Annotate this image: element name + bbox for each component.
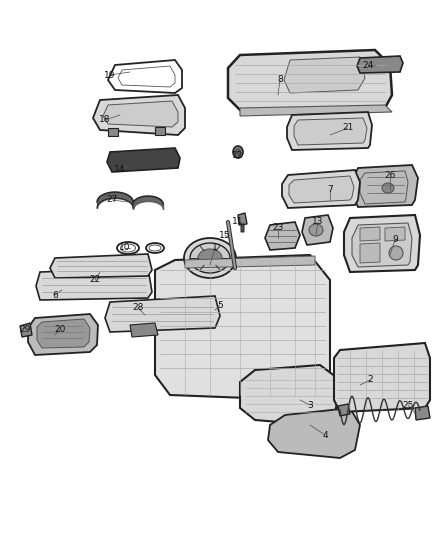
Text: 8: 8 <box>277 76 283 85</box>
Text: 19: 19 <box>104 70 116 79</box>
Polygon shape <box>155 255 330 400</box>
Ellipse shape <box>198 249 222 267</box>
Text: 23: 23 <box>272 223 284 232</box>
Polygon shape <box>334 343 430 412</box>
Text: 11: 11 <box>232 217 244 227</box>
Text: 21: 21 <box>343 124 354 133</box>
Polygon shape <box>302 215 333 245</box>
Text: 25: 25 <box>403 400 413 409</box>
Polygon shape <box>241 224 244 232</box>
Ellipse shape <box>389 246 403 260</box>
Polygon shape <box>287 112 372 150</box>
Text: 28: 28 <box>132 303 144 312</box>
Polygon shape <box>185 256 315 268</box>
Ellipse shape <box>233 146 243 158</box>
Text: 3: 3 <box>307 400 313 409</box>
Ellipse shape <box>309 224 323 236</box>
Polygon shape <box>385 227 405 241</box>
Polygon shape <box>240 365 340 425</box>
Polygon shape <box>93 95 185 135</box>
Text: 10: 10 <box>119 244 131 253</box>
Polygon shape <box>357 56 403 73</box>
Text: 5: 5 <box>217 301 223 310</box>
Polygon shape <box>107 148 180 172</box>
Polygon shape <box>105 296 220 332</box>
Polygon shape <box>108 128 118 136</box>
Ellipse shape <box>382 183 394 193</box>
Polygon shape <box>28 314 98 355</box>
Polygon shape <box>130 323 158 337</box>
Polygon shape <box>155 127 165 135</box>
Text: 24: 24 <box>362 61 374 69</box>
Text: 27: 27 <box>106 196 118 205</box>
Polygon shape <box>228 50 392 112</box>
Text: 14: 14 <box>114 166 126 174</box>
Polygon shape <box>360 227 380 241</box>
Polygon shape <box>415 406 430 420</box>
Text: 26: 26 <box>384 171 396 180</box>
Polygon shape <box>268 408 360 458</box>
Text: 9: 9 <box>392 236 398 245</box>
Text: 20: 20 <box>54 326 66 335</box>
Polygon shape <box>360 171 408 204</box>
Text: 29: 29 <box>19 326 31 335</box>
Polygon shape <box>50 254 152 278</box>
Text: 18: 18 <box>99 116 111 125</box>
Polygon shape <box>238 213 247 225</box>
Text: 12: 12 <box>232 150 244 159</box>
Polygon shape <box>103 101 178 127</box>
Text: 2: 2 <box>367 376 373 384</box>
Polygon shape <box>352 223 412 267</box>
Text: 7: 7 <box>327 185 333 195</box>
Polygon shape <box>289 176 354 203</box>
Polygon shape <box>282 170 360 208</box>
Polygon shape <box>240 105 392 116</box>
Polygon shape <box>20 323 32 337</box>
Polygon shape <box>36 268 152 300</box>
Polygon shape <box>360 243 380 263</box>
Text: 4: 4 <box>322 431 328 440</box>
Ellipse shape <box>190 243 230 273</box>
Text: 15: 15 <box>219 230 231 239</box>
Polygon shape <box>344 215 420 272</box>
Ellipse shape <box>235 149 241 156</box>
Polygon shape <box>284 57 365 93</box>
Polygon shape <box>265 222 300 250</box>
Text: 22: 22 <box>89 276 101 285</box>
Polygon shape <box>294 118 367 145</box>
Ellipse shape <box>184 238 236 278</box>
Polygon shape <box>37 319 90 348</box>
Polygon shape <box>338 404 350 416</box>
Text: 1: 1 <box>212 244 218 253</box>
Text: 6: 6 <box>52 290 58 300</box>
Polygon shape <box>352 165 418 207</box>
Text: 13: 13 <box>312 217 324 227</box>
